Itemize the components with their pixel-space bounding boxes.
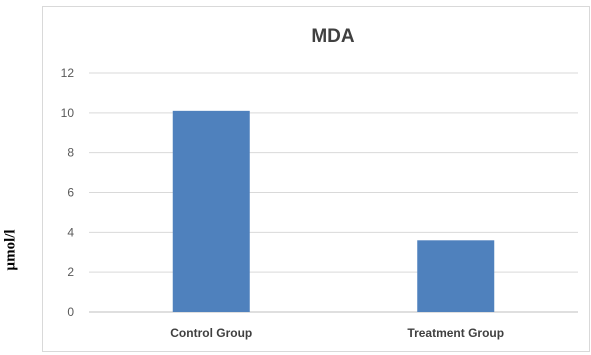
y-tick-label: 8 bbox=[67, 146, 74, 160]
y-tick-label: 0 bbox=[67, 305, 74, 319]
axis-labels: 0 2 4 6 8 10 12 Control Group Treatment Group bbox=[61, 66, 504, 340]
y-tick-label: 6 bbox=[67, 186, 74, 200]
x-category-label: Treatment Group bbox=[407, 326, 504, 340]
chart-title: MDA bbox=[311, 26, 355, 47]
gridlines bbox=[89, 72, 578, 313]
bar-control-group bbox=[172, 110, 250, 312]
bar-treatment-group bbox=[417, 240, 495, 312]
y-tick-label: 12 bbox=[61, 66, 75, 80]
y-tick-label: 10 bbox=[61, 106, 75, 120]
bars bbox=[172, 110, 495, 312]
x-category-label: Control Group bbox=[170, 326, 252, 340]
y-tick-label: 2 bbox=[67, 265, 74, 279]
chart-area bbox=[42, 6, 590, 352]
y-tick-label: 4 bbox=[67, 225, 74, 239]
